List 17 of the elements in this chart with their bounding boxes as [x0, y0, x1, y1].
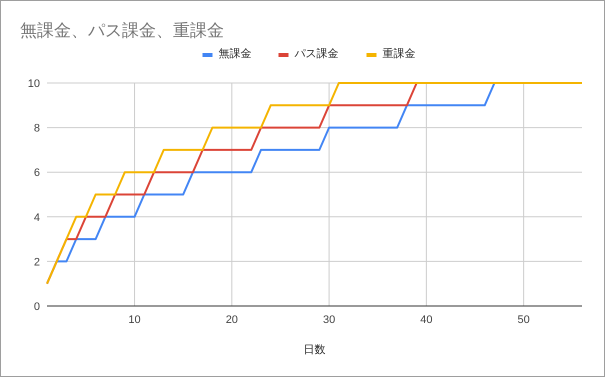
chart-title: 無課金、パス課金、重課金: [20, 21, 224, 40]
y-tick-label: 4: [34, 212, 40, 224]
y-tick-label: 0: [34, 301, 40, 313]
x-axis-title: 日数: [304, 344, 326, 356]
legend-label: 重課金: [382, 47, 416, 60]
x-tick-label: 40: [420, 314, 432, 326]
legend-label: 無課金: [218, 47, 252, 60]
y-tick-label: 8: [34, 122, 40, 135]
y-tick-label: 10: [28, 78, 40, 90]
x-tick-label: 50: [518, 314, 530, 326]
x-tick-label: 30: [322, 314, 336, 326]
x-tick-label: 20: [226, 314, 238, 326]
x-tick-label: 10: [128, 314, 141, 326]
y-tick-label: 2: [34, 256, 40, 268]
legend-label: パス課金: [294, 47, 338, 60]
y-tick-label: 6: [34, 167, 40, 180]
line-series: [46, 82, 583, 285]
